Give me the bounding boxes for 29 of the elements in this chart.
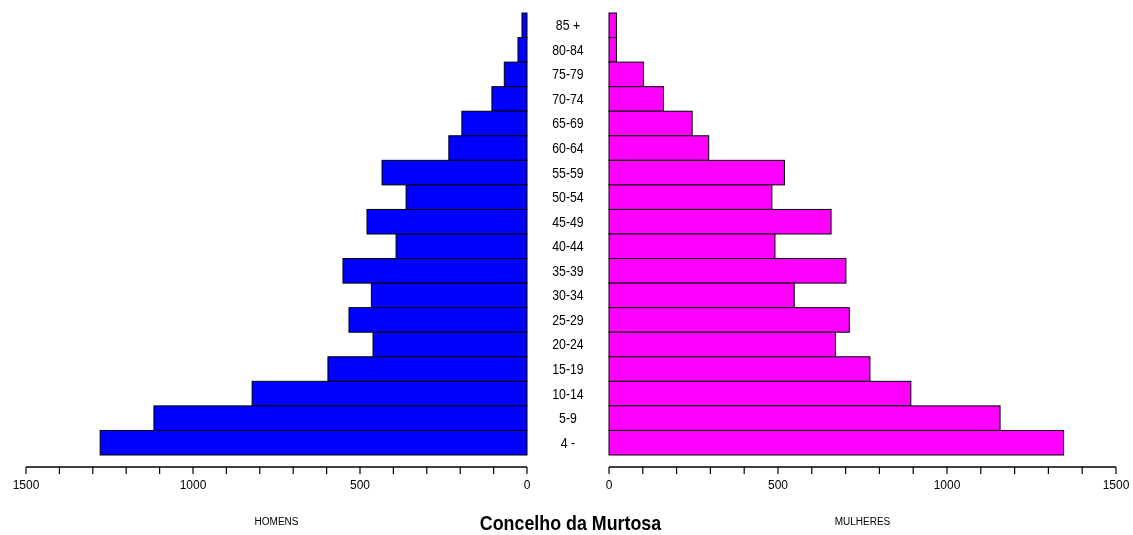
- x-tick-label: 500: [767, 478, 789, 492]
- y-tick-label: 75-79: [552, 66, 584, 83]
- y-tick-label: 45-49: [552, 213, 584, 230]
- y-tick-label: 4 -: [560, 434, 576, 451]
- text: Concelho da Murtosa: [479, 510, 662, 535]
- y-tick-label: 55-59: [552, 164, 584, 181]
- y-tick-label: 80-84: [552, 41, 585, 59]
- x-axis-title: HOMENS: [254, 516, 299, 527]
- y-tick-label: 10-14: [552, 385, 585, 402]
- y-tick-label: 40-44: [552, 238, 585, 255]
- y-tick-label: 20-24: [552, 336, 585, 353]
- y-tick-label: 25-29: [552, 311, 584, 329]
- x-tick-label: 500: [349, 478, 371, 492]
- y-tick-label: 5-9: [559, 410, 577, 427]
- y-tick-label: 50-54: [552, 189, 585, 206]
- x-tick-label: 1000: [933, 478, 961, 492]
- x-tick-label: 1500: [12, 478, 40, 492]
- x-axis-title: MULHERES: [834, 516, 891, 527]
- y-tick-label: 85 +: [555, 17, 581, 34]
- x-tick-label: 1000: [179, 478, 207, 492]
- x-tick-label: 0: [523, 478, 531, 492]
- y-tick-label: 65-69: [552, 115, 584, 132]
- y-tick-label: 60-64: [552, 139, 585, 157]
- y-tick-label: 35-39: [552, 262, 584, 280]
- x-tick-label: 1500: [1102, 478, 1130, 492]
- x-tick-label: 0: [605, 478, 613, 492]
- y-tick-label: 30-34: [552, 287, 585, 304]
- y-tick-label: 70-74: [552, 90, 585, 108]
- y-tick-label: 15-19: [552, 360, 584, 378]
